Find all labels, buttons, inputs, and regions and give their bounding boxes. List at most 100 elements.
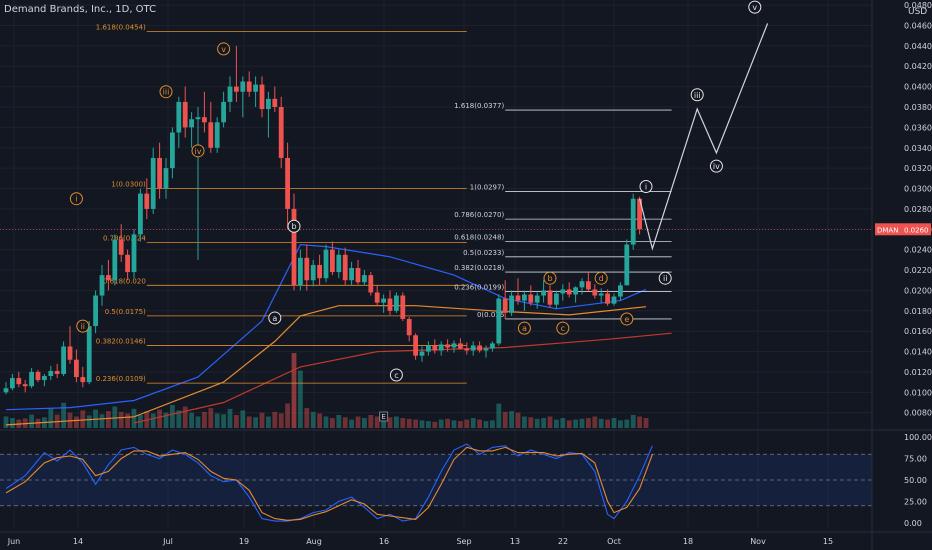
candle-body bbox=[554, 293, 559, 305]
volume-bar bbox=[554, 419, 559, 428]
volume-bar bbox=[573, 419, 578, 428]
wave-label-circle bbox=[76, 319, 90, 333]
stoch-k-line bbox=[5, 443, 653, 522]
volume-bar bbox=[304, 408, 310, 428]
wave-label-circle bbox=[639, 179, 653, 193]
fib-label-right: 0.5(0.0233) bbox=[463, 249, 504, 257]
candle-body bbox=[208, 122, 214, 148]
candle-body bbox=[336, 254, 342, 273]
volume-bar bbox=[336, 414, 342, 428]
candle-body bbox=[509, 295, 514, 313]
candle-body bbox=[515, 295, 521, 301]
volume-bar bbox=[157, 409, 162, 428]
wave-label-circle bbox=[69, 192, 83, 206]
volume-bar bbox=[515, 412, 521, 428]
y-tick-label: 0.0280 bbox=[904, 205, 932, 214]
volume-bar bbox=[99, 414, 105, 428]
volume-bar bbox=[528, 417, 534, 428]
candle-body bbox=[406, 318, 412, 336]
volume-bar bbox=[445, 418, 450, 428]
volume-bar bbox=[598, 418, 604, 428]
candle-body bbox=[138, 193, 143, 235]
volume-bar bbox=[547, 416, 553, 428]
volume-bar bbox=[74, 416, 79, 428]
candle-body bbox=[259, 84, 265, 110]
volume-bar bbox=[605, 419, 610, 428]
wave-label-circle bbox=[217, 42, 231, 56]
x-tick-label: Nov bbox=[750, 537, 766, 546]
fib-label-right: 0.236(0.0199) bbox=[454, 283, 504, 291]
volume-bar bbox=[189, 412, 194, 428]
volume-bar bbox=[118, 411, 124, 428]
candle-body bbox=[170, 132, 175, 169]
candle-body bbox=[528, 294, 534, 303]
x-tick-label: 15 bbox=[823, 537, 833, 546]
y-tick-label: 0.0140 bbox=[904, 348, 932, 357]
fib-label-right: 0(0.016 bbox=[477, 311, 505, 319]
candle-body bbox=[451, 343, 457, 348]
candle-body bbox=[221, 101, 226, 123]
candle-body bbox=[618, 285, 623, 297]
volume-bar bbox=[259, 412, 265, 428]
candle-body bbox=[432, 345, 438, 351]
volume-bar bbox=[394, 416, 399, 428]
candle-body bbox=[48, 370, 54, 377]
candle-body bbox=[35, 371, 41, 381]
candle-body bbox=[86, 326, 92, 383]
candle-body bbox=[22, 384, 28, 387]
wave-label-circle bbox=[620, 312, 634, 326]
candle-body bbox=[80, 377, 86, 383]
candle-body bbox=[579, 281, 585, 288]
volume-bar bbox=[413, 419, 418, 428]
volume-bar bbox=[317, 413, 322, 428]
wave-label-circle bbox=[389, 368, 403, 382]
price-tag-value: 0.0260 bbox=[904, 226, 929, 234]
y-tick-label: 0.0420 bbox=[904, 62, 932, 71]
volume-bar bbox=[477, 419, 482, 428]
wave-label: d bbox=[599, 274, 604, 283]
candle-body bbox=[400, 295, 406, 319]
volume-bar bbox=[61, 402, 66, 428]
candle-body bbox=[29, 371, 34, 387]
candle-body bbox=[266, 98, 271, 110]
volume-bar bbox=[509, 411, 514, 428]
volume-bar bbox=[131, 408, 137, 428]
wave-label: b bbox=[291, 222, 296, 231]
candle-body bbox=[240, 81, 246, 92]
volume-bar bbox=[586, 418, 591, 428]
x-tick-label: 18 bbox=[683, 537, 693, 546]
volume-bar bbox=[246, 416, 252, 428]
volume-bar bbox=[541, 418, 546, 428]
candle-body bbox=[592, 289, 598, 296]
wave-label: ii bbox=[663, 274, 667, 283]
wave-label-circle bbox=[517, 321, 531, 335]
volume-bar bbox=[592, 416, 598, 428]
candle-body bbox=[125, 254, 130, 273]
y-tick-label: 0.0240 bbox=[904, 246, 932, 255]
volume-bar bbox=[630, 414, 636, 428]
wave-label-circle bbox=[268, 311, 282, 325]
volume-bar bbox=[202, 411, 207, 428]
stoch-y-tick-label: 100.00 bbox=[904, 433, 932, 442]
x-tick-label: 19 bbox=[239, 537, 249, 546]
candle-body bbox=[445, 344, 450, 348]
volume-bar bbox=[368, 414, 374, 428]
volume-bar bbox=[534, 418, 540, 428]
candle-body bbox=[477, 345, 482, 351]
wave-label-circle bbox=[594, 271, 608, 285]
fib-label-left: 0.618(0.020 bbox=[103, 277, 146, 285]
candle-body bbox=[586, 281, 591, 290]
candle-body bbox=[304, 257, 310, 281]
candle-body bbox=[42, 376, 47, 381]
volume-bar bbox=[272, 411, 278, 428]
y-tick-label: 0.0380 bbox=[904, 103, 932, 112]
candle-body bbox=[10, 378, 15, 389]
fib-label-right: 0.382(0.0218) bbox=[454, 264, 504, 272]
stoch-d-line bbox=[5, 446, 653, 521]
wave-label: v bbox=[752, 3, 757, 12]
wave-label-circle bbox=[287, 219, 301, 233]
y-tick-label: 0.0300 bbox=[904, 185, 932, 194]
price-tag-symbol: DMAN bbox=[877, 226, 898, 234]
volume-bar bbox=[470, 418, 476, 428]
